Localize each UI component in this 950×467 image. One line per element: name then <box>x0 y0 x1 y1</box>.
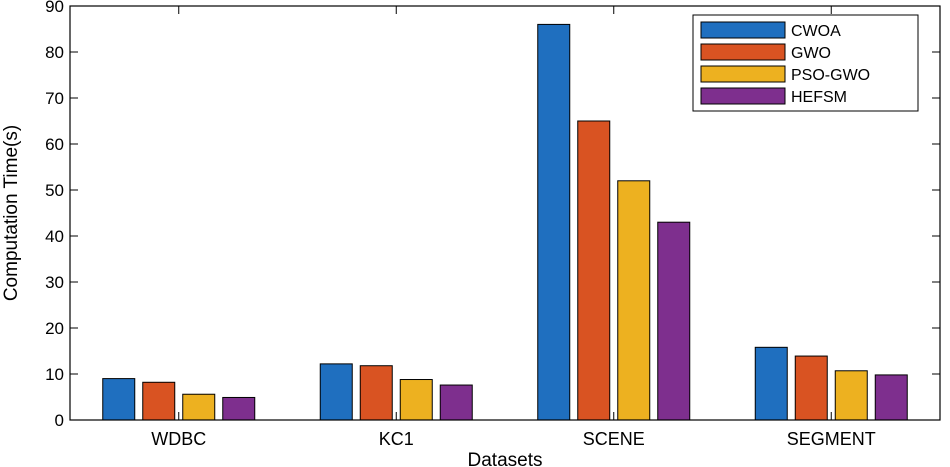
y-tick-label: 30 <box>45 273 64 292</box>
legend-label-cwoa: CWOA <box>791 23 841 40</box>
legend-swatch-cwoa <box>700 21 786 39</box>
bar-cwoa-kc1 <box>319 363 353 421</box>
legend-swatch-pso-gwo <box>700 65 786 83</box>
y-tick-label: 60 <box>45 135 64 154</box>
y-tick-label: 0 <box>55 411 64 430</box>
bar-gwo-wdbc <box>142 381 176 421</box>
x-tick-label: WDBC <box>151 429 206 449</box>
bar-hefsm-scene <box>657 221 691 421</box>
y-tick-label: 10 <box>45 365 64 384</box>
y-tick-label: 50 <box>45 181 64 200</box>
bar-gwo-segment <box>794 355 828 421</box>
y-tick-label: 80 <box>45 43 64 62</box>
bar-cwoa-segment <box>754 346 788 421</box>
legend-swatch-gwo <box>700 43 786 61</box>
bar-cwoa-wdbc <box>102 378 136 421</box>
bars <box>102 23 908 421</box>
legend-label-pso-gwo: PSO-GWO <box>791 67 870 84</box>
bar-hefsm-wdbc <box>222 396 256 421</box>
x-tick-label: SCENE <box>583 429 645 449</box>
bar-pso-gwo-scene <box>617 180 651 421</box>
bar-gwo-scene <box>577 120 611 421</box>
y-tick-label: 90 <box>45 0 64 16</box>
bar-pso-gwo-segment <box>834 370 868 421</box>
x-tick-label: SEGMENT <box>787 429 876 449</box>
y-tick-label: 20 <box>45 319 64 338</box>
axes: 0 10 20 30 40 50 60 70 80 90 WDBC KC1 SCENE SEGMENT <box>45 0 941 449</box>
axes-box <box>69 5 941 421</box>
bar-cwoa-scene <box>537 23 571 421</box>
bar-hefsm-kc1 <box>439 384 473 421</box>
y-tick-label: 40 <box>45 227 64 246</box>
legend: CWOA GWO PSO-GWO HEFSM <box>692 14 919 112</box>
bar-gwo-kc1 <box>359 365 393 421</box>
x-tick-label: KC1 <box>379 429 414 449</box>
legend-label-gwo: GWO <box>791 45 831 62</box>
x-axis-title: Datasets <box>468 450 543 467</box>
bar-pso-gwo-kc1 <box>399 379 433 421</box>
y-tick-label: 70 <box>45 89 64 108</box>
bar-hefsm-segment <box>874 374 908 421</box>
legend-swatch-hefsm <box>700 87 786 105</box>
legend-label-hefsm: HEFSM <box>791 89 847 106</box>
bar-pso-gwo-wdbc <box>182 393 216 421</box>
y-axis-title: Computation Time(s) <box>1 125 22 301</box>
